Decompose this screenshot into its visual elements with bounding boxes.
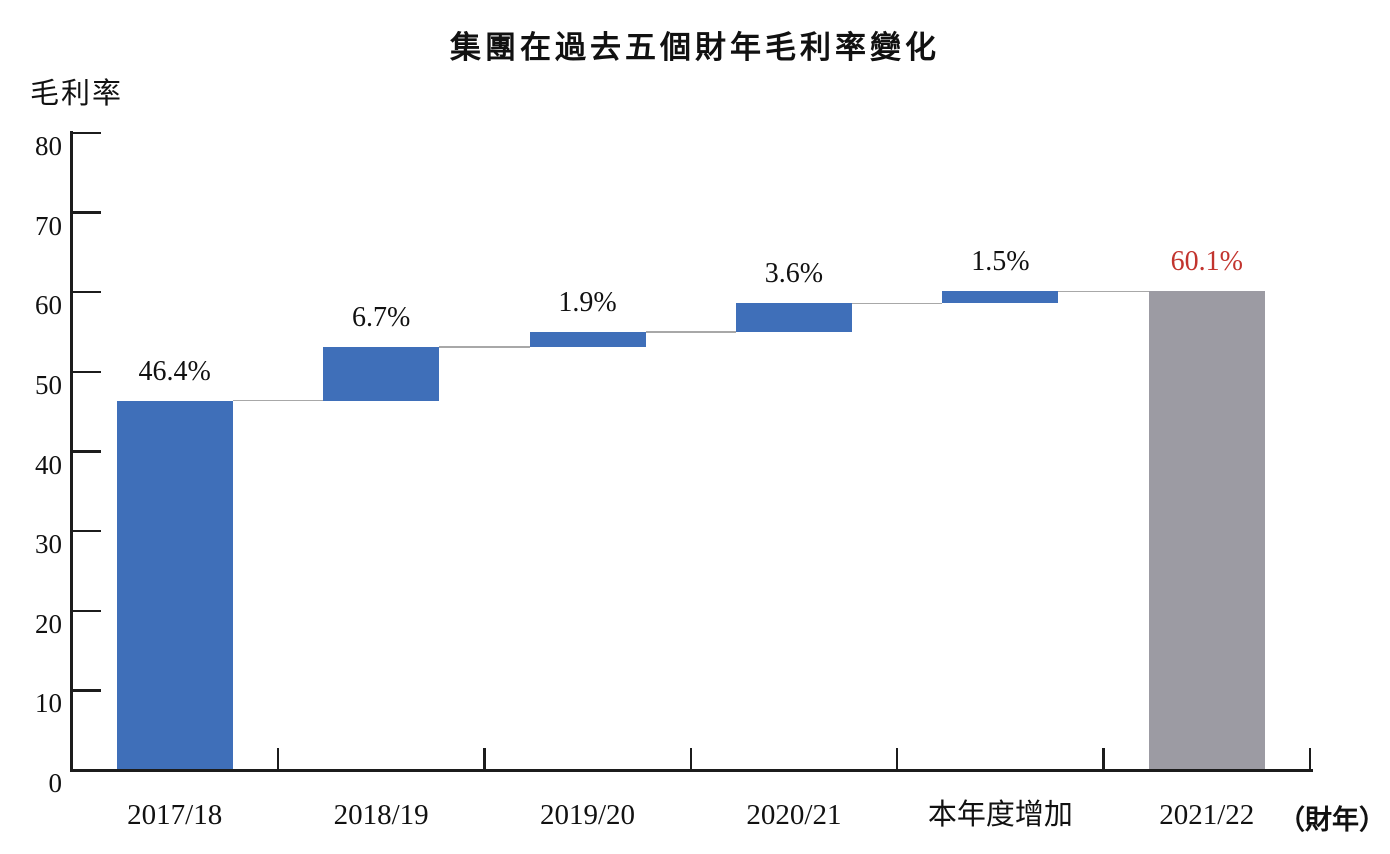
x-axis-line [70,768,1313,772]
x-axis-category-label: 2020/21 [746,799,842,831]
x-axis-category-label: 2017/18 [127,799,223,831]
x-axis-suffix-label: （財年） [1278,805,1386,835]
y-axis-tick-label: 10 [35,688,62,719]
bar-segment [529,332,646,348]
connector-line [851,302,943,305]
y-axis-tick [72,211,101,214]
bar-segment [735,303,852,333]
y-axis-tick-label: 70 [35,210,62,241]
y-axis-tick [72,291,101,294]
y-axis-tick [72,689,101,692]
connector-line [645,331,736,333]
x-axis-category-label: 2021/22 [1159,799,1255,831]
x-axis-tick [276,748,280,770]
y-axis-tick-label: 50 [35,369,62,400]
chart-title: 集團在過去五個財年毛利率變化 [450,30,940,65]
y-axis-tick-label: 60 [35,290,62,321]
x-axis-tick [1308,748,1312,770]
y-axis-tick [72,370,101,374]
x-axis-tick [895,748,899,770]
y-axis-tick [72,450,101,453]
connector-line [1058,290,1149,293]
bar-value-label: 60.1% [1170,246,1243,278]
y-axis-tick [72,131,101,135]
x-axis-tick [1102,748,1105,770]
connector-line [232,399,324,402]
y-axis-tick [72,609,101,612]
x-axis-category-label: 2018/19 [333,799,429,831]
x-axis-tick [483,748,486,770]
y-axis-tick-label: 80 [35,131,62,161]
bar-value-label: 1.9% [558,287,617,319]
y-axis-line [70,131,73,772]
bar-value-label: 46.4% [138,355,211,387]
bar-segment [116,400,233,770]
y-axis-title: 毛利率 [30,78,124,110]
bar-segment [323,347,440,401]
bar-value-label: 3.6% [764,258,824,290]
y-axis-tick-label: 20 [35,608,62,639]
x-axis-tick [689,748,692,770]
bar-value-label: 6.7% [351,302,411,334]
x-axis-category-label: 2019/20 [540,799,636,831]
x-axis-category-label: 本年度增加 [927,799,1073,831]
bar-segment [942,291,1059,304]
bar-value-label: 1.5% [971,246,1030,278]
y-axis-tick [72,529,101,533]
y-axis-tick-label: 40 [35,449,62,480]
bar-segment [1148,291,1265,770]
y-axis-tick-label: 30 [35,529,62,560]
y-axis-tick-label: 0 [48,768,63,798]
connector-line [439,346,530,348]
